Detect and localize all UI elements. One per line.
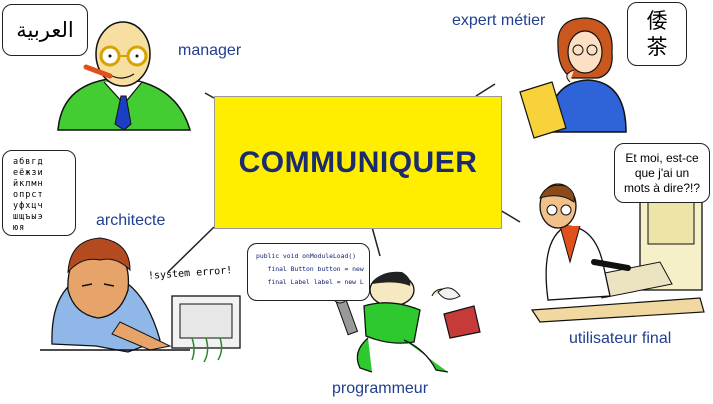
cyrillic-line: абвгд (13, 157, 44, 167)
manager-bubble-text: العربية (16, 18, 74, 42)
expert-illustration (519, 17, 627, 139)
connector-architecte (167, 226, 215, 273)
cyrillic-line: еёжзи (13, 168, 44, 178)
role-label-expert: expert métier (452, 12, 546, 29)
utilisateur-quote-line: que j'ai un (634, 165, 690, 180)
utilisateur-quote-line: Et moi, est-ce (625, 150, 699, 165)
connector-expert (475, 83, 496, 97)
center-title: COMMUNIQUER (238, 145, 478, 179)
expert-bubble-line-1: 倭 (646, 9, 668, 33)
code-line: final Label label = new L (256, 278, 364, 286)
connector-manager (204, 92, 215, 99)
code-line: public void onModuleLoad() (256, 252, 357, 260)
expert-bubble-line-2: 茶 (646, 35, 668, 59)
role-label-programmeur: programmeur (332, 380, 429, 397)
role-label-manager: manager (178, 42, 242, 59)
connector-utilisateur (499, 209, 521, 223)
cyrillic-line: юя (13, 223, 26, 233)
utilisateur-quote-line: mots à dire?!? (623, 180, 701, 195)
expert-speech-bubble: 倭 茶 (627, 2, 687, 66)
cyrillic-line: йклмн (13, 179, 44, 189)
connector-lines (167, 83, 521, 273)
manager-speech-bubble: العربية (2, 4, 88, 56)
role-label-architecte: architecte (96, 212, 166, 229)
programmeur-code-bubble: public void onModuleLoad() final Button … (247, 243, 370, 301)
role-label-utilisateur: utilisateur final (569, 330, 672, 347)
cyrillic-line: уфхцч (13, 201, 44, 211)
cyrillic-line: опрст (13, 190, 44, 200)
connector-programmeur (371, 226, 381, 257)
architecte-speech-bubble: абвгд еёжзи йклмн опрст уфхцч шщъыэ юя (2, 150, 76, 236)
communiquer-box: COMMUNIQUER (214, 96, 502, 229)
architecte-illustration (40, 237, 241, 363)
code-line: final Button button = new (256, 265, 364, 273)
utilisateur-speech-bubble: Et moi, est-ce que j'ai un mots à dire?!… (614, 143, 710, 203)
manager-illustration (57, 21, 192, 131)
programmeur-illustration (332, 271, 481, 373)
utilisateur-illustration (530, 183, 705, 323)
cyrillic-line: шщъыэ (13, 212, 44, 222)
